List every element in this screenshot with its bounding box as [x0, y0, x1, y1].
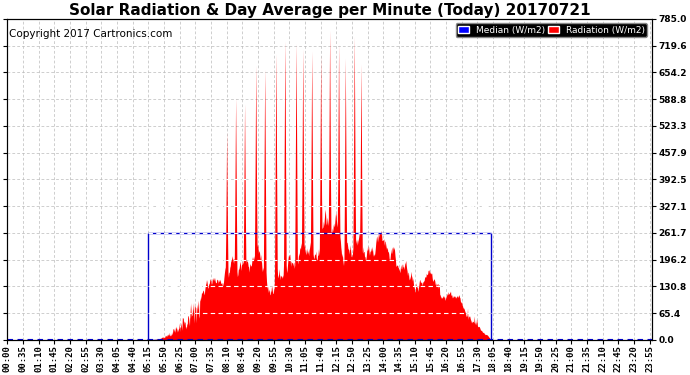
Bar	[148, 233, 491, 340]
Title: Solar Radiation & Day Average per Minute (Today) 20170721: Solar Radiation & Day Average per Minute…	[68, 3, 590, 18]
Legend: Median (W/m2), Radiation (W/m2): Median (W/m2), Radiation (W/m2)	[455, 24, 647, 37]
Text: Copyright 2017 Cartronics.com: Copyright 2017 Cartronics.com	[8, 28, 172, 39]
